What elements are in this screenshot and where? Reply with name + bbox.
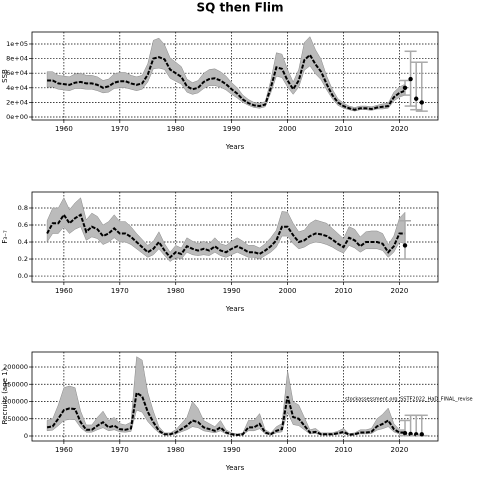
projection-point: [413, 96, 419, 101]
y-axis-label: SSB: [1, 69, 9, 83]
projection-point: [402, 431, 408, 436]
figure-title: SQ then Flim: [196, 1, 283, 15]
y-tick-label: 8e+04: [6, 55, 28, 63]
x-tick-label: 2010: [335, 446, 353, 454]
y-tick-label: 150000: [3, 380, 28, 388]
y-tick-label: 0.8: [18, 204, 28, 212]
x-tick-label: 1970: [111, 446, 129, 454]
x-axis-label: Years: [225, 143, 245, 151]
x-tick-label: 2000: [279, 287, 297, 295]
y-tick-label: 0.6: [18, 221, 28, 229]
annotation: stockassessment.org_SSTF2022_HaD_FINAL_r…: [345, 397, 473, 403]
projection-point: [402, 243, 408, 248]
median-line: [46, 212, 406, 259]
y-tick-label: 50000: [7, 415, 28, 423]
x-axis-label: Years: [225, 305, 245, 313]
y-tick-label: 2e+04: [6, 98, 28, 106]
median-line: [46, 391, 406, 436]
y-tick-label: 0.0: [18, 272, 28, 280]
x-tick-label: 1990: [223, 446, 241, 454]
x-axis-label: Years: [225, 464, 245, 472]
x-tick-label: 2010: [335, 125, 353, 133]
x-tick-label: 2000: [279, 446, 297, 454]
y-tick-label: 200000: [3, 363, 28, 371]
y-tick-label: 0.4: [18, 238, 28, 246]
x-tick-label: 1960: [55, 125, 73, 133]
x-tick-label: 1970: [111, 287, 129, 295]
x-tick-label: 2020: [390, 125, 408, 133]
x-tick-label: 1980: [167, 125, 185, 133]
x-tick-label: 2020: [390, 446, 408, 454]
x-tick-label: 1960: [55, 287, 73, 295]
projection-point: [419, 432, 424, 437]
x-tick-label: 1970: [111, 125, 129, 133]
y-tick-label: 100000: [3, 398, 28, 406]
median-line: [47, 53, 406, 111]
y-tick-label: 4e+04: [6, 84, 28, 92]
projection-point: [408, 76, 413, 82]
plot-frame: [31, 31, 439, 121]
y-tick-label: 0e+00: [6, 113, 28, 121]
y-tick-label: 1e+05: [6, 40, 28, 48]
plot-frame: [31, 351, 439, 442]
y-tick-label: 0: [24, 432, 28, 440]
plot-frame: [31, 191, 439, 283]
projection-point: [419, 100, 424, 105]
y-tick-label: 0.2: [18, 255, 28, 263]
confidence-band: [46, 36, 406, 112]
x-tick-label: 1980: [167, 446, 185, 454]
x-tick-label: 1990: [223, 287, 241, 295]
x-tick-label: 2020: [390, 287, 408, 295]
y-tick-label: 6e+04: [6, 69, 28, 77]
y-axis-label: F₃₋₇: [1, 230, 9, 244]
x-tick-label: 1980: [167, 287, 185, 295]
x-tick-label: 1960: [55, 446, 73, 454]
x-tick-label: 2010: [335, 287, 353, 295]
x-tick-label: 1990: [223, 125, 241, 133]
y-axis-label: Recruits (age 1): [1, 368, 9, 424]
projection-point: [402, 85, 408, 90]
x-tick-label: 2000: [279, 125, 297, 133]
